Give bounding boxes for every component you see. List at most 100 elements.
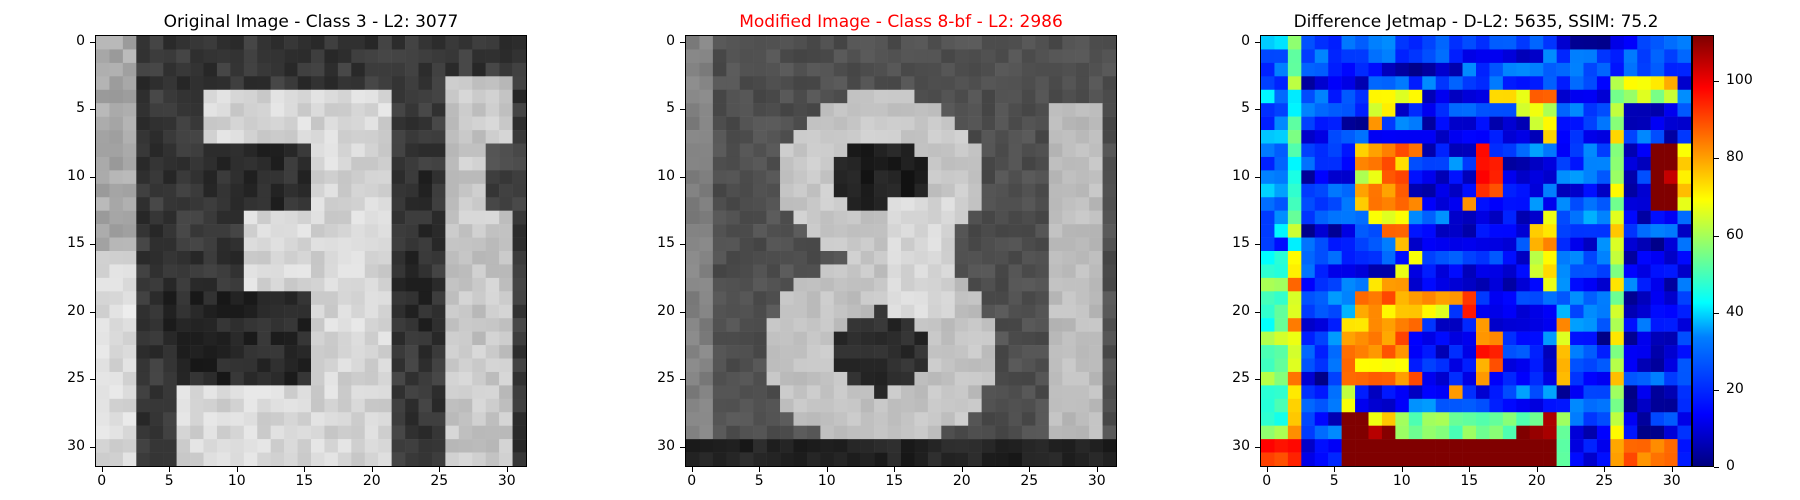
pixel [1062, 76, 1076, 91]
pixel [297, 103, 312, 117]
pixel [324, 89, 339, 104]
pixel [981, 291, 996, 306]
pixel [860, 49, 875, 64]
pixel [1102, 264, 1116, 279]
pixel [995, 36, 1009, 50]
pixel [1328, 116, 1342, 131]
pixel [1435, 130, 1450, 144]
pixel [860, 385, 875, 400]
pixel [847, 439, 861, 453]
pixel [163, 224, 177, 238]
pixel [1075, 371, 1090, 386]
pixel [1089, 264, 1103, 279]
pixel [1314, 183, 1329, 198]
pixel [753, 385, 767, 400]
pixel [833, 237, 848, 252]
pixel [712, 170, 727, 185]
pixel [243, 452, 258, 466]
pixel [1287, 439, 1302, 453]
pixel [753, 371, 767, 386]
pixel [149, 452, 164, 466]
pixel [806, 439, 821, 453]
pixel [739, 62, 754, 77]
pixel [780, 89, 794, 104]
pixel [257, 224, 271, 238]
pixel [833, 371, 848, 386]
pixel [995, 358, 1009, 373]
pixel [378, 291, 392, 306]
pixel [1089, 304, 1103, 319]
pixel [431, 358, 446, 373]
pixel [190, 264, 204, 279]
pixel [405, 439, 419, 453]
y-tick-mark [90, 379, 95, 381]
pixel [136, 345, 151, 359]
pixel [1583, 425, 1598, 440]
pixel [901, 116, 915, 131]
pixel [1637, 331, 1651, 346]
pixel [1314, 345, 1329, 359]
pixel [1543, 251, 1557, 265]
pixel [1462, 358, 1477, 373]
pixel [1035, 345, 1050, 359]
pixel [860, 452, 875, 466]
pixel [1650, 439, 1665, 453]
pixel [927, 412, 942, 426]
pixel [270, 36, 285, 50]
pixel [1328, 304, 1342, 319]
pixel [927, 345, 942, 359]
pixel [901, 358, 915, 373]
pixel [1089, 291, 1103, 306]
pixel [297, 318, 312, 332]
pixel [833, 439, 848, 453]
pixel [1529, 89, 1544, 104]
pixel [1489, 264, 1504, 279]
pixel [1008, 183, 1023, 198]
pixel [1462, 116, 1477, 131]
pixel [1328, 358, 1342, 373]
pixel [176, 291, 191, 306]
pixel [914, 237, 929, 252]
pixel [324, 49, 339, 64]
pixel [1489, 62, 1504, 77]
pixel [163, 371, 177, 386]
pixel [122, 345, 137, 359]
pixel [1035, 412, 1050, 426]
pixel [1435, 412, 1450, 426]
pixel [1422, 143, 1436, 158]
pixel [833, 385, 848, 400]
pixel [1556, 170, 1571, 185]
pixel [874, 452, 888, 466]
pixel [324, 358, 339, 373]
pixel [1556, 412, 1571, 426]
pixel [927, 237, 942, 252]
pixel [1435, 89, 1450, 104]
pixel [1355, 251, 1369, 265]
pixel [780, 358, 794, 373]
pixel [351, 452, 366, 466]
pixel [96, 89, 110, 104]
pixel [109, 291, 124, 306]
pixel [351, 385, 366, 400]
pixel [901, 130, 915, 144]
pixel [1583, 277, 1598, 292]
pixel [485, 304, 500, 319]
pixel [1341, 103, 1356, 117]
pixel [1610, 331, 1625, 346]
pixel [1102, 170, 1116, 185]
pixel [1089, 183, 1103, 198]
pixel [1664, 264, 1678, 279]
pixel [1287, 452, 1302, 466]
x-tick-mark [961, 467, 963, 472]
pixel [820, 264, 835, 279]
pixel [806, 412, 821, 426]
pixel [686, 62, 700, 77]
pixel [1677, 89, 1691, 104]
pixel [1035, 89, 1050, 104]
pixel [1529, 156, 1544, 171]
pixel [1449, 331, 1463, 346]
pixel [806, 358, 821, 373]
pixel [806, 170, 821, 185]
pixel [109, 116, 124, 131]
pixel [472, 371, 486, 386]
